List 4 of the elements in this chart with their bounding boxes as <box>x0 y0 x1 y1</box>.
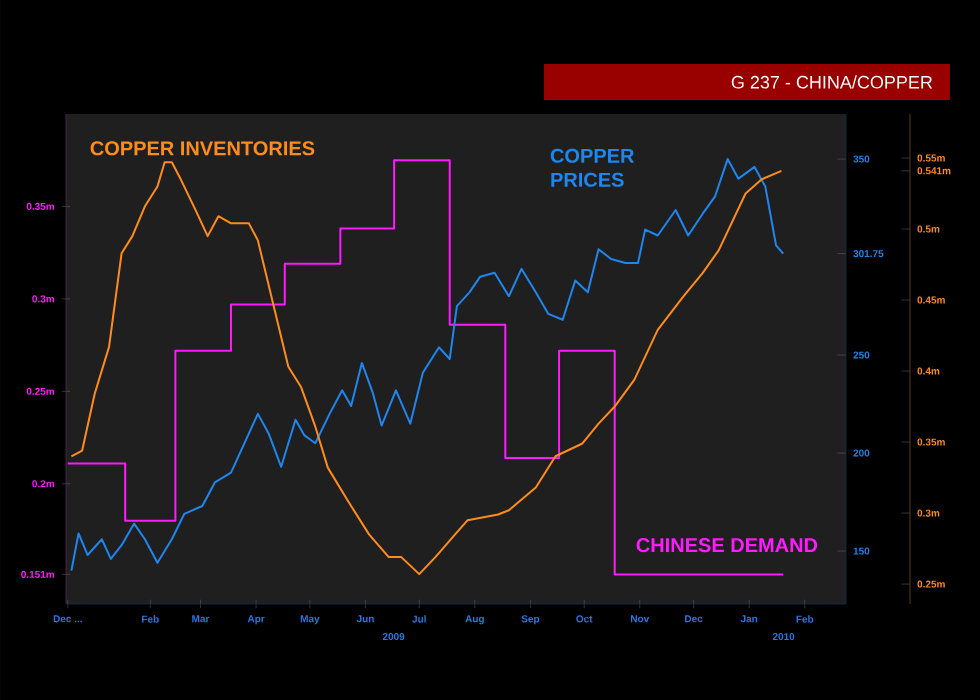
series-label: COPPER INVENTORIES <box>90 141 315 156</box>
series-label: CHINESE DEMAND <box>636 538 818 553</box>
chart-title: G 237 - CHINA/COPPER <box>731 75 933 89</box>
text: COPPER PRICES <box>550 148 635 187</box>
